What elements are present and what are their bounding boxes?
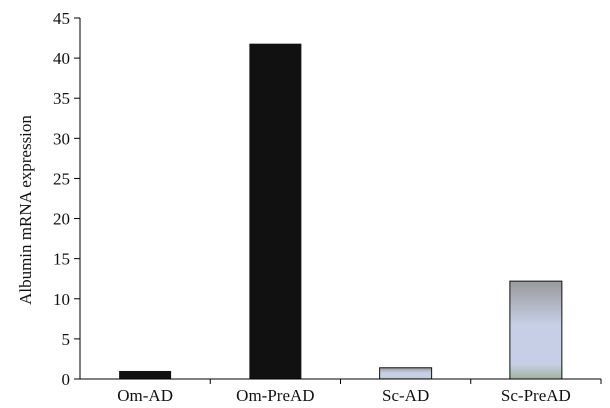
x-category-label: Sc-AD xyxy=(382,386,429,405)
bar-sc-ad xyxy=(379,367,433,380)
y-tick-label: 35 xyxy=(53,89,70,108)
y-tick-label: 10 xyxy=(53,290,70,309)
y-tick-label: 20 xyxy=(53,210,70,229)
bar-om-ad xyxy=(119,370,172,379)
y-tick-label: 15 xyxy=(53,250,70,269)
y-tick-label: 5 xyxy=(62,330,71,349)
y-tick-label: 40 xyxy=(53,49,70,68)
y-tick-label: 25 xyxy=(53,169,70,188)
y-axis-title: Albumin mRNA expression xyxy=(16,115,35,305)
y-tick-label: 45 xyxy=(53,9,70,28)
y-tick-label: 0 xyxy=(62,370,71,389)
bars xyxy=(119,43,563,380)
bar-om-pread xyxy=(249,43,302,379)
x-category-label: Sc-PreAD xyxy=(501,386,571,405)
x-category-label: Om-PreAD xyxy=(236,386,314,405)
y-tick-label: 30 xyxy=(53,129,70,148)
x-axis-labels: Om-AD Om-PreAD Sc-AD Sc-PreAD xyxy=(117,379,602,405)
bar-sc-pread xyxy=(509,280,563,380)
y-axis-ticks: 0 5 10 15 20 25 30 35 40 45 xyxy=(53,9,80,389)
x-category-label: Om-AD xyxy=(117,386,173,405)
